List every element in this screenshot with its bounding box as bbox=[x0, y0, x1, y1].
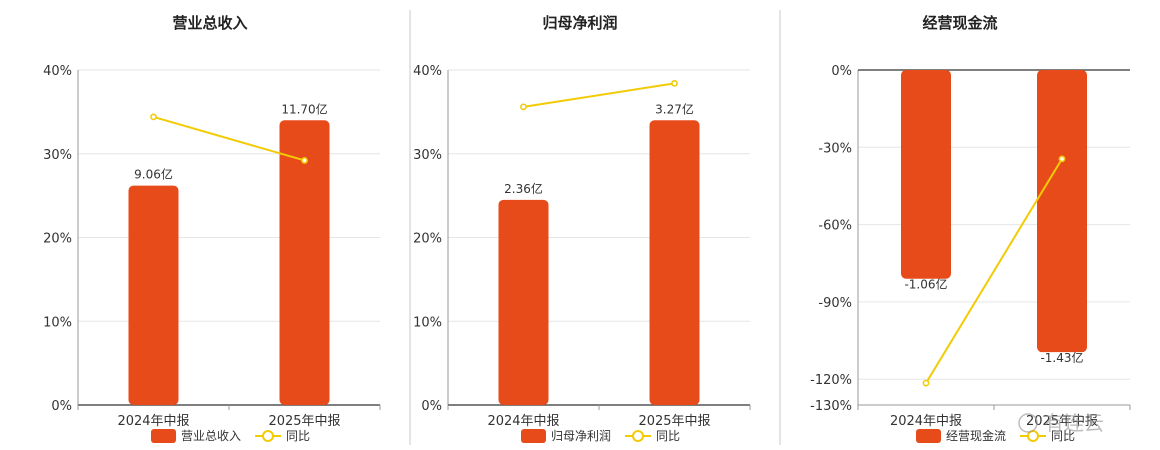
bar[interactable] bbox=[649, 120, 700, 405]
legend: 营业总收入 同比 bbox=[151, 429, 310, 443]
legend-bar-swatch bbox=[521, 429, 546, 443]
y-tick-label: 10% bbox=[43, 315, 72, 330]
y-tick-label: 20% bbox=[43, 232, 72, 247]
yoy-point[interactable] bbox=[1058, 155, 1066, 163]
y-tick-label: 40% bbox=[43, 64, 72, 79]
legend-label: 经营现金流 bbox=[946, 428, 1006, 443]
x-tick-label: 2024年中报 bbox=[117, 414, 189, 429]
y-tick-label: -30% bbox=[818, 141, 852, 156]
y-tick-label: 30% bbox=[413, 148, 442, 163]
watermark-text: 有连云 bbox=[1044, 411, 1104, 435]
x-tick-label: 2024年中报 bbox=[890, 414, 962, 429]
y-tick-label: 0% bbox=[421, 399, 442, 414]
y-tick-label: 0% bbox=[51, 399, 72, 414]
legend: 经营现金流 同比 bbox=[916, 428, 1075, 443]
y-tick-label: -120% bbox=[810, 373, 852, 388]
legend-label: 同比 bbox=[286, 429, 310, 443]
chart-title: 经营现金流 bbox=[922, 14, 997, 32]
y-tick-label: 0% bbox=[831, 64, 852, 79]
legend-bar-swatch bbox=[916, 429, 941, 443]
bar[interactable] bbox=[498, 199, 549, 405]
y-tick-label: 30% bbox=[43, 148, 72, 163]
x-tick-label: 2025年中报 bbox=[1026, 414, 1098, 429]
chart-panel-1: 营业总收入 0% 10% 20% 30% 40% 2024年中报 2025年中报 9.06亿 11… bbox=[43, 14, 381, 443]
yoy-line bbox=[153, 115, 305, 162]
x-tick-label: 2025年中报 bbox=[638, 414, 710, 429]
y-tick-label: 40% bbox=[413, 64, 442, 79]
bar[interactable] bbox=[128, 185, 179, 405]
bar-data-label: 2.36亿 bbox=[504, 181, 543, 196]
yoy-line bbox=[523, 82, 675, 108]
legend: 归母净利润 同比 bbox=[521, 429, 680, 443]
yoy-point[interactable] bbox=[922, 379, 930, 387]
chart-panel-2: 归母净利润 0% 10% 20% 30% 40% 2024年中报 2025年中报 2.36亿 3.… bbox=[413, 14, 751, 443]
legend-line-marker bbox=[632, 430, 644, 442]
legend-label: 同比 bbox=[1051, 429, 1075, 443]
legend-label: 归母净利润 bbox=[551, 429, 611, 443]
x-tick-label: 2024年中报 bbox=[487, 414, 559, 429]
bar-data-label: 9.06亿 bbox=[134, 167, 173, 182]
legend-bar-swatch bbox=[151, 429, 176, 443]
y-tick-label: -90% bbox=[818, 296, 852, 311]
bar-data-label: -1.43亿 bbox=[1040, 350, 1083, 365]
y-tick-label: -130% bbox=[810, 399, 852, 414]
legend-line-marker bbox=[262, 430, 274, 442]
y-tick-label: 10% bbox=[413, 315, 442, 330]
chart-title: 营业总收入 bbox=[172, 14, 247, 32]
y-tick-label: 20% bbox=[413, 232, 442, 247]
legend-label: 营业总收入 bbox=[181, 429, 241, 443]
bar-data-label: -1.06亿 bbox=[904, 277, 947, 292]
bar[interactable] bbox=[1037, 70, 1087, 353]
chart-title: 归母净利润 bbox=[542, 14, 617, 32]
yoy-point[interactable] bbox=[520, 103, 527, 111]
bar[interactable] bbox=[901, 70, 951, 279]
bar-data-label: 11.70亿 bbox=[281, 101, 327, 116]
yoy-point[interactable] bbox=[671, 80, 678, 87]
yoy-line bbox=[925, 158, 1063, 384]
watermark-logo-icon bbox=[1018, 413, 1038, 433]
yoy-point[interactable] bbox=[301, 157, 308, 164]
yoy-point[interactable] bbox=[150, 113, 157, 121]
y-tick-label: -60% bbox=[818, 219, 852, 234]
bar-data-label: 3.27亿 bbox=[655, 101, 694, 116]
watermark: 有连云 bbox=[1018, 411, 1104, 435]
chart-panel-3: 经营现金流 0% -30% -60% -90% -120% -130% 2024年中报 2025… bbox=[810, 14, 1131, 443]
bar[interactable] bbox=[279, 120, 330, 405]
x-tick-label: 2025年中报 bbox=[268, 414, 340, 429]
legend-label: 同比 bbox=[656, 429, 680, 443]
